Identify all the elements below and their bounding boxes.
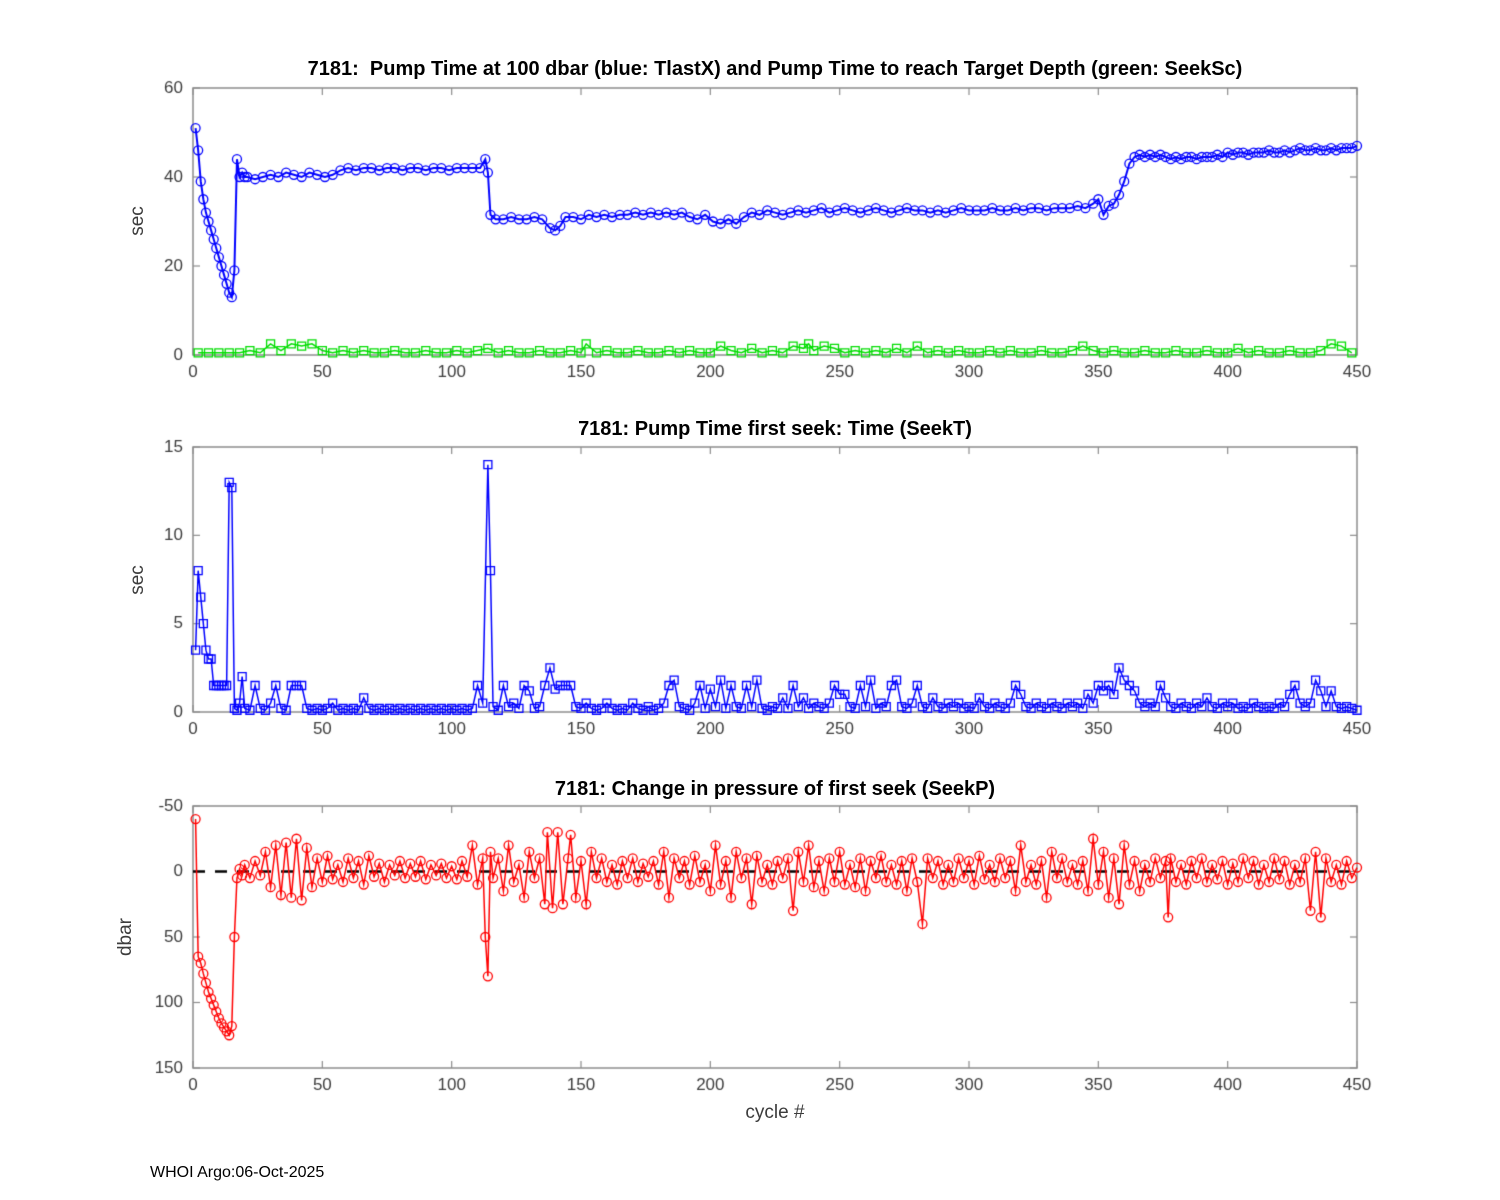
- x-axis-label: cycle #: [745, 1102, 805, 1123]
- chart1-title: 7181: Pump Time at 100 dbar (blue: Tlast…: [307, 58, 1243, 80]
- chart2-title: 7181: Pump Time first seek: Time (SeekT): [578, 418, 972, 440]
- chart2-ylabel: sec: [127, 565, 148, 595]
- chart3-title: 7181: Change in pressure of first seek (…: [554, 778, 996, 800]
- chart3-ylabel: dbar: [115, 917, 136, 957]
- footer-text: WHOI Argo:06-Oct-2025: [150, 1164, 325, 1181]
- chart1-ylabel: sec: [127, 206, 148, 236]
